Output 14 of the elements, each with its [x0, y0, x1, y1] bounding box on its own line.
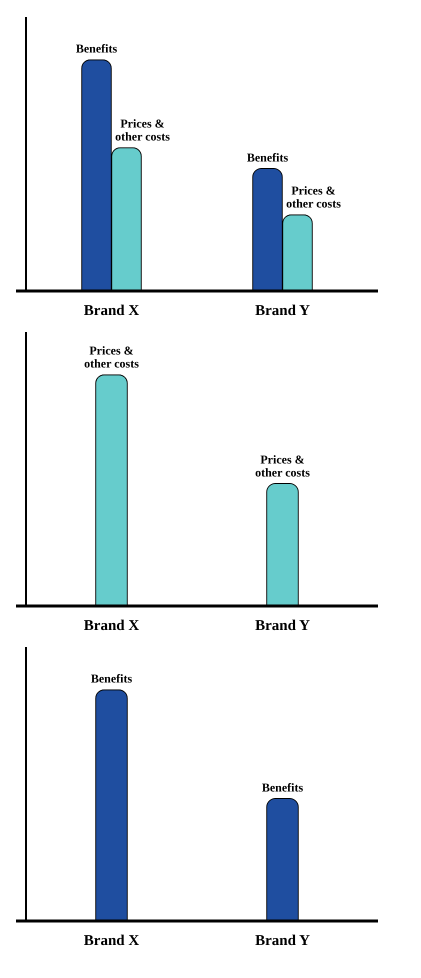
text: Benefits — [90, 672, 132, 686]
x-tick-label: Brand Y — [255, 618, 310, 634]
series-label: Prices & other costs — [255, 452, 310, 480]
series-label: Benefits — [246, 150, 288, 164]
x-tick-label: Brand X — [84, 302, 140, 319]
x-tick-label: Brand X — [84, 618, 140, 634]
x-tick-label: Brand Y — [255, 302, 310, 319]
text: Prices & other costs — [286, 184, 341, 211]
x-tick-label: Brand X — [84, 932, 140, 949]
text: Prices & other costs — [84, 344, 139, 371]
series-label: Benefits — [262, 780, 304, 794]
x-tick-label: Brand Y — [255, 932, 310, 949]
text: Benefits — [76, 42, 118, 56]
series-label: Prices & other costs — [115, 116, 170, 144]
